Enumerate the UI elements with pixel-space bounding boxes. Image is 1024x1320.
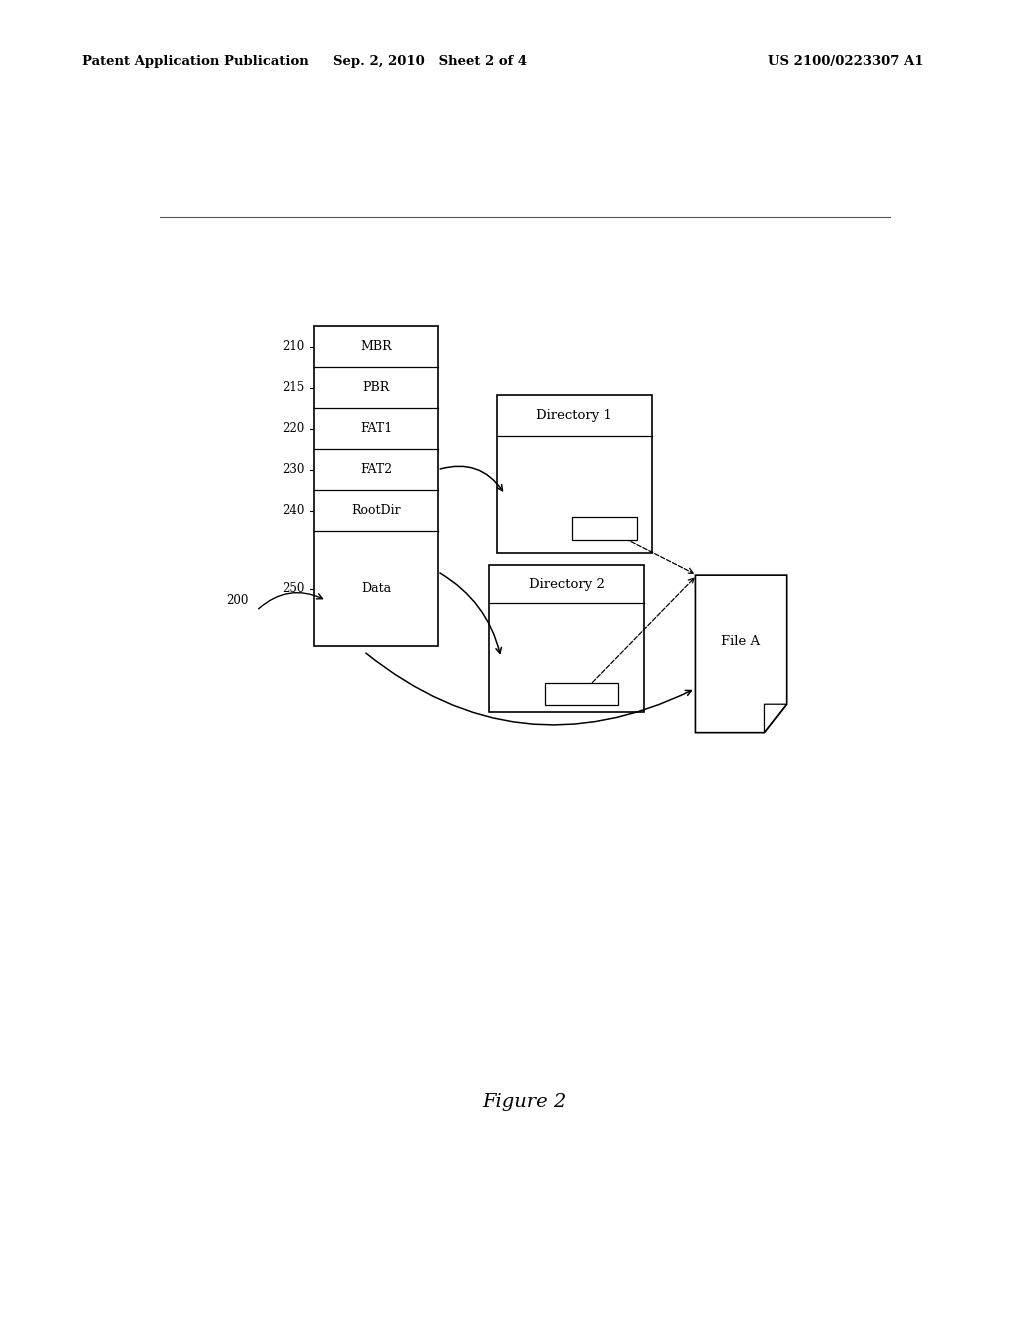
Text: Directory 2: Directory 2	[528, 578, 604, 590]
Text: US 2100/0223307 A1: US 2100/0223307 A1	[768, 55, 924, 69]
Text: PBR: PBR	[362, 381, 389, 395]
Bar	[314, 326, 437, 647]
Text: 230: 230	[282, 463, 304, 477]
Text: Sep. 2, 2010   Sheet 2 of 4: Sep. 2, 2010 Sheet 2 of 4	[333, 55, 527, 69]
Bar	[497, 395, 652, 553]
Polygon shape	[695, 576, 786, 733]
Text: File A: File A	[722, 635, 761, 648]
Text: MBR: MBR	[360, 341, 392, 354]
Text: 200: 200	[226, 594, 249, 607]
Text: RootDir: RootDir	[351, 504, 400, 517]
Text: Directory 1: Directory 1	[537, 409, 612, 422]
Text: 240: 240	[282, 504, 304, 517]
Bar	[572, 517, 638, 540]
Text: 220: 220	[282, 422, 304, 436]
Text: Data: Data	[360, 582, 391, 595]
Text: 210: 210	[282, 341, 304, 354]
Text: 215: 215	[282, 381, 304, 395]
Text: FAT1: FAT1	[359, 422, 392, 436]
Text: FAT2: FAT2	[360, 463, 392, 477]
Text: 250: 250	[282, 582, 304, 595]
Bar	[545, 682, 617, 705]
Text: Figure 2: Figure 2	[482, 1093, 567, 1110]
Text: Patent Application Publication: Patent Application Publication	[82, 55, 308, 69]
Bar	[489, 565, 644, 713]
